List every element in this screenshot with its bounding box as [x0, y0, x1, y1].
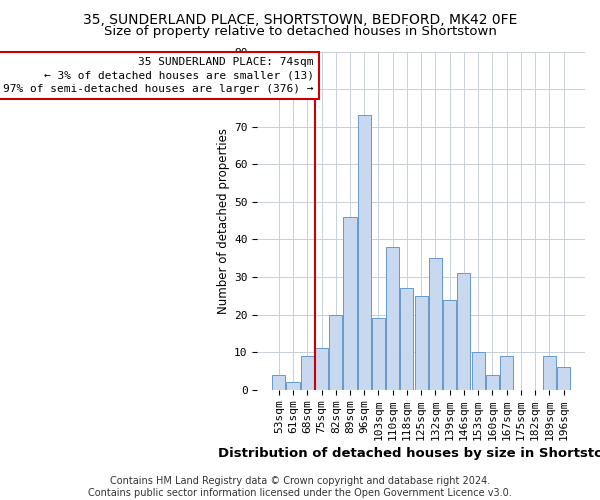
Bar: [286, 382, 299, 390]
Bar: [543, 356, 556, 390]
Bar: [301, 356, 314, 390]
Bar: [400, 288, 413, 390]
Bar: [386, 247, 399, 390]
Text: 35 SUNDERLAND PLACE: 74sqm
← 3% of detached houses are smaller (13)
97% of semi-: 35 SUNDERLAND PLACE: 74sqm ← 3% of detac…: [4, 57, 314, 94]
Bar: [472, 352, 485, 390]
Bar: [415, 296, 428, 390]
Bar: [315, 348, 328, 390]
Y-axis label: Number of detached properties: Number of detached properties: [217, 128, 230, 314]
Bar: [372, 318, 385, 390]
X-axis label: Distribution of detached houses by size in Shortstown: Distribution of detached houses by size …: [218, 447, 600, 460]
Bar: [457, 274, 470, 390]
Bar: [486, 375, 499, 390]
Bar: [557, 368, 570, 390]
Bar: [272, 375, 286, 390]
Bar: [343, 217, 356, 390]
Text: Size of property relative to detached houses in Shortstown: Size of property relative to detached ho…: [104, 25, 496, 38]
Bar: [358, 116, 371, 390]
Bar: [429, 258, 442, 390]
Text: 35, SUNDERLAND PLACE, SHORTSTOWN, BEDFORD, MK42 0FE: 35, SUNDERLAND PLACE, SHORTSTOWN, BEDFOR…: [83, 12, 517, 26]
Text: Contains HM Land Registry data © Crown copyright and database right 2024.
Contai: Contains HM Land Registry data © Crown c…: [88, 476, 512, 498]
Bar: [500, 356, 513, 390]
Bar: [329, 314, 343, 390]
Bar: [443, 300, 456, 390]
